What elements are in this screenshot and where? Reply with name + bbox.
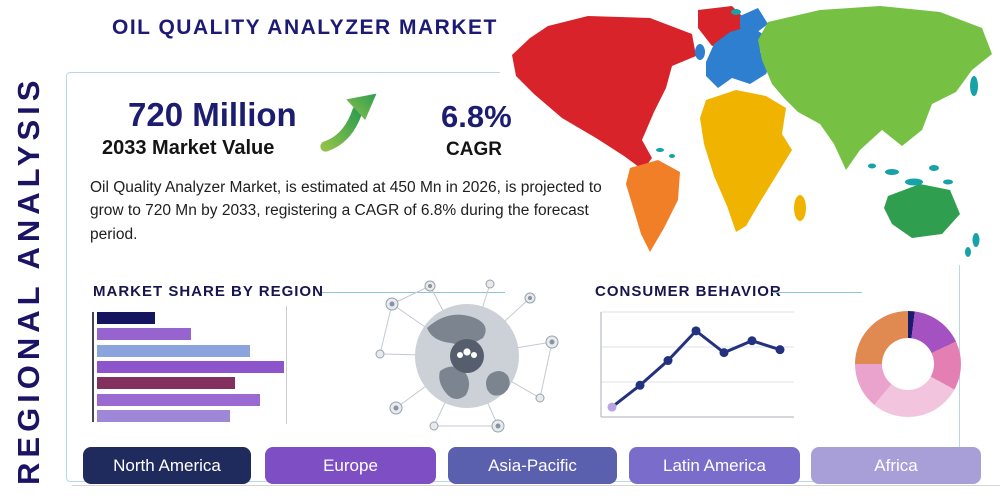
- chart-guide-line: [286, 306, 287, 424]
- consumer-behavior-line-chart: [598, 308, 794, 422]
- region-button-north-america[interactable]: North America: [83, 447, 251, 484]
- divider: [72, 485, 1000, 486]
- consumer-behavior-title: CONSUMER BEHAVIOR: [595, 283, 782, 300]
- map-madagascar: [794, 195, 806, 221]
- globe-network-graphic: [375, 279, 559, 433]
- map-islands: [656, 9, 980, 257]
- market-share-title: MARKET SHARE BY REGION: [93, 283, 324, 300]
- map-australia: [884, 184, 960, 238]
- map-scandinavia: [740, 8, 768, 36]
- cagr-caption: CAGR: [446, 139, 502, 160]
- map-south-america: [626, 160, 680, 252]
- cagr-value: 6.8%: [441, 99, 512, 134]
- region-button-asia-pacific[interactable]: Asia-Pacific: [448, 447, 617, 484]
- region-button-label: North America: [113, 455, 221, 475]
- market-value: 720 Million: [128, 96, 297, 133]
- region-donut-chart: [855, 311, 961, 417]
- region-button-europe[interactable]: Europe: [265, 447, 436, 484]
- map-africa: [700, 90, 792, 232]
- map-europe: [706, 26, 774, 88]
- divider: [322, 292, 505, 293]
- region-button-label: Europe: [323, 455, 378, 475]
- growth-arrow-icon: [320, 93, 377, 152]
- market-description: Oil Quality Analyzer Market, is estimate…: [90, 179, 602, 243]
- map-north-america: [512, 16, 696, 170]
- region-button-label: Africa: [874, 455, 918, 475]
- region-button-label: Latin America: [663, 455, 766, 475]
- region-button-africa[interactable]: Africa: [811, 447, 981, 484]
- region-button-latin-america[interactable]: Latin America: [629, 447, 800, 484]
- market-share-bar-chart: [92, 312, 284, 422]
- market-value-caption: 2033 Market Value: [102, 137, 275, 159]
- side-label: REGIONAL ANALYSIS: [11, 75, 46, 485]
- divider: [772, 292, 862, 293]
- page-title: OIL QUALITY ANALYZER MARKET: [112, 16, 498, 39]
- region-button-label: Asia-Pacific: [488, 455, 577, 475]
- map-asia: [758, 6, 992, 170]
- map-uk: [695, 44, 705, 60]
- world-map: [500, 0, 1000, 265]
